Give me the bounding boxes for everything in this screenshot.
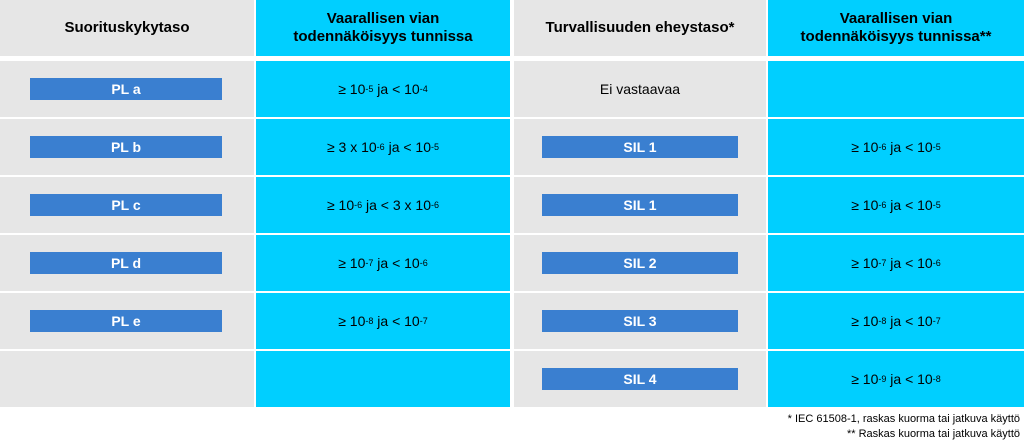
prob-text: ≥ 10 bbox=[851, 255, 879, 271]
row-4-cell-4 bbox=[768, 235, 1024, 291]
header-col2: Vaarallisen vian todennäköisyys tunnissa bbox=[256, 0, 510, 56]
prob-text: ≥ 10 bbox=[326, 197, 355, 213]
header-col3: Turvallisuuden eheystaso* bbox=[514, 0, 766, 56]
header-col4: Vaarallisen vian todennäköisyys tunnissa… bbox=[768, 0, 1024, 56]
sil-probability: ≥ 10 -7 ja < 10 -6 bbox=[851, 255, 941, 271]
pl-probability: ≥ 10 -5 ja < 10 -4 bbox=[338, 81, 428, 97]
pl-badge: PL d bbox=[30, 252, 222, 274]
sil-probability: ≥ 10 -8 ja < 10 -7 bbox=[851, 313, 941, 329]
prob-text: ≥ 10 bbox=[851, 197, 879, 213]
prob-text: ja < 10 bbox=[886, 371, 933, 387]
prob-text: ≥ 10 bbox=[338, 313, 366, 329]
header-col1: Suorituskykytaso bbox=[0, 0, 254, 56]
row-3-cell-4 bbox=[768, 177, 1024, 233]
sil-badge: SIL 1 bbox=[542, 194, 738, 216]
row-1-cell-2 bbox=[256, 61, 510, 117]
sil-badge: SIL 1 bbox=[542, 136, 738, 158]
prob-text: ≥ 3 x 10 bbox=[326, 139, 377, 155]
prob-text: ja < 3 x 10 bbox=[362, 197, 432, 213]
prob-text: ≥ 10 bbox=[851, 313, 879, 329]
prob-text: ≥ 10 bbox=[338, 81, 366, 97]
sil-badge: SIL 2 bbox=[542, 252, 738, 274]
pl-badge: PL a bbox=[30, 78, 222, 100]
row-4-cell-2 bbox=[256, 235, 510, 291]
prob-text: ja < 10 bbox=[373, 255, 420, 271]
footnote-2: ** Raskas kuorma tai jatkuva käyttö bbox=[846, 428, 1020, 440]
row-2-cell-2 bbox=[256, 119, 510, 175]
sil-probability: ≥ 10 -9 ja < 10 -8 bbox=[851, 371, 941, 387]
prob-text: ja < 10 bbox=[886, 197, 933, 213]
row-1-cell-3 bbox=[514, 61, 766, 117]
pl-badge: PL c bbox=[30, 194, 222, 216]
sil-text: Ei vastaavaa bbox=[599, 81, 681, 97]
prob-text: ja < 10 bbox=[886, 139, 933, 155]
prob-text: ja < 10 bbox=[886, 313, 933, 329]
row-5-cell-2 bbox=[256, 293, 510, 349]
row-6-cell-2 bbox=[256, 351, 510, 407]
row-6-cell-1 bbox=[0, 351, 254, 407]
sil-probability: ≥ 10 -6 ja < 10 -5 bbox=[851, 197, 941, 213]
pl-probability: ≥ 10 -6 ja < 3 x 10 -6 bbox=[326, 197, 440, 213]
prob-text: ≥ 10 bbox=[338, 255, 366, 271]
footnote-1: * IEC 61508-1, raskas kuorma tai jatkuva… bbox=[787, 413, 1020, 425]
pl-probability: ≥ 10 -8 ja < 10 -7 bbox=[338, 313, 428, 329]
row-1-cell-4 bbox=[768, 61, 1024, 117]
row-6-cell-4 bbox=[768, 351, 1024, 407]
pl-probability: ≥ 3 x 10 -6 ja < 10 -5 bbox=[326, 139, 440, 155]
pl-badge: PL b bbox=[30, 136, 222, 158]
sil-probability: ≥ 10 -6 ja < 10 -5 bbox=[851, 139, 941, 155]
prob-text: ≥ 10 bbox=[851, 139, 879, 155]
sil-badge: SIL 3 bbox=[542, 310, 738, 332]
prob-text: ≥ 10 bbox=[851, 371, 879, 387]
row-2-cell-4 bbox=[768, 119, 1024, 175]
prob-text: ja < 10 bbox=[373, 81, 420, 97]
row-3-cell-2 bbox=[256, 177, 510, 233]
sil-badge: SIL 4 bbox=[542, 368, 738, 390]
prob-text: ja < 10 bbox=[373, 313, 420, 329]
row-5-cell-4 bbox=[768, 293, 1024, 349]
pl-probability: ≥ 10 -7 ja < 10 -6 bbox=[338, 255, 428, 271]
prob-text: ja < 10 bbox=[384, 139, 432, 155]
prob-text: ja < 10 bbox=[886, 255, 933, 271]
pl-badge: PL e bbox=[30, 310, 222, 332]
